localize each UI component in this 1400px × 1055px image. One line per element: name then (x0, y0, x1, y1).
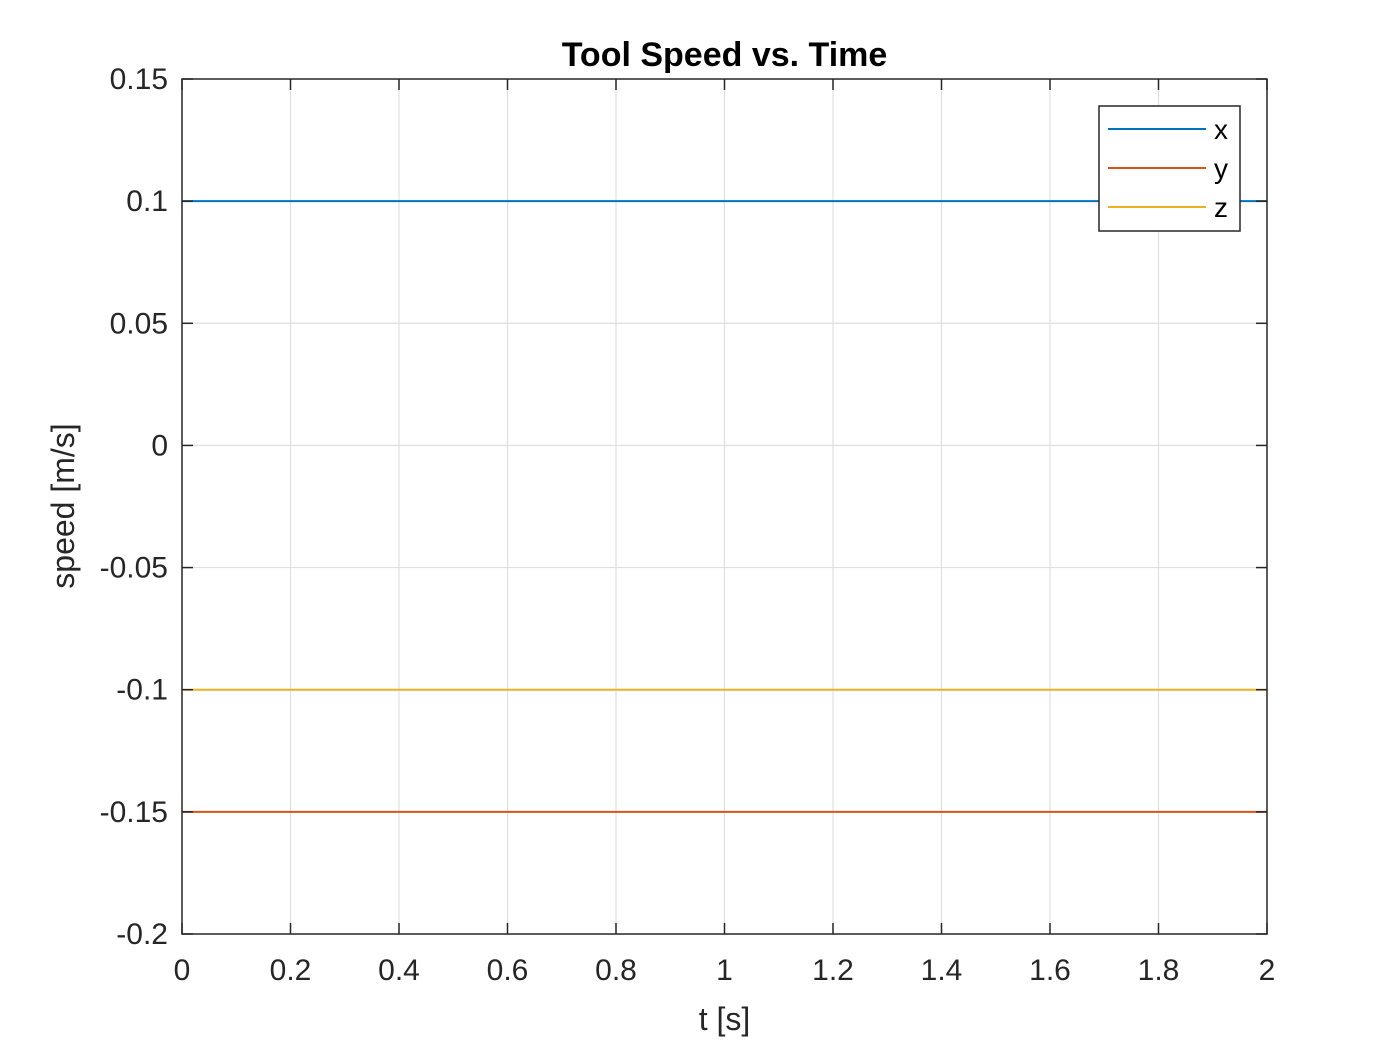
y-tick-label: 0 (151, 429, 168, 462)
y-tick-label: 0.05 (110, 307, 168, 340)
x-tick-label: 0.8 (595, 954, 637, 987)
x-tick-label: 1.8 (1138, 954, 1180, 987)
legend-items: xyz (1108, 114, 1228, 223)
y-tick-labels: 0.15 0.1 0.05 0 -0.05 -0.1 -0.15 -0.2 (100, 63, 168, 951)
y-tick-label: 0.1 (126, 185, 168, 218)
y-axis-label: speed [m/s] (45, 423, 81, 588)
x-tick-label: 2 (1259, 954, 1276, 987)
legend: xyz (1098, 105, 1241, 232)
x-tick-label: 1.4 (921, 954, 963, 987)
x-tick-label: 0.2 (270, 954, 312, 987)
legend-label-x: x (1214, 114, 1228, 145)
y-tick-label: -0.2 (116, 918, 168, 951)
ticks (181, 78, 1268, 935)
series-lines (182, 200, 1267, 813)
legend-label-y: y (1214, 153, 1228, 184)
chart-title: Tool Speed vs. Time (562, 36, 888, 74)
y-tick-label: -0.1 (116, 674, 168, 707)
x-tick-label: 1.6 (1029, 954, 1071, 987)
x-tick-label: 0.6 (487, 954, 529, 987)
y-tick-label: -0.15 (100, 796, 168, 829)
x-tick-label: 0.4 (378, 954, 420, 987)
x-tick-label: 0 (174, 954, 191, 987)
x-tick-labels: 0 0.2 0.4 0.6 0.8 1 1.2 1.4 1.6 1.8 2 (174, 954, 1276, 987)
x-tick-label: 1.2 (812, 954, 854, 987)
y-tick-label: 0.15 (110, 63, 168, 96)
legend-label-z: z (1214, 192, 1228, 223)
y-tick-label: -0.05 (100, 552, 168, 585)
x-tick-label: 1 (716, 954, 733, 987)
x-axis-label: t [s] (699, 1001, 751, 1037)
